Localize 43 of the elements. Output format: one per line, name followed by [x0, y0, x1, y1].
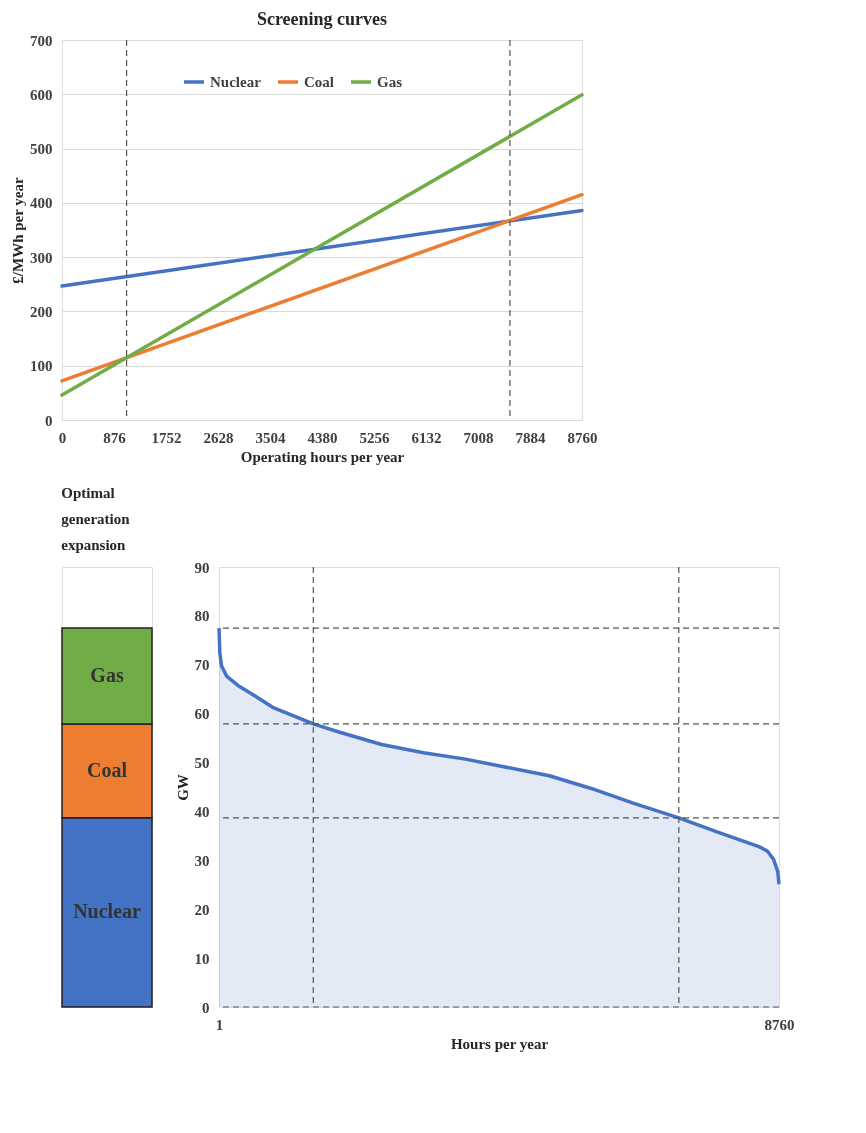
x-tick-label: 7884	[515, 429, 546, 446]
y-tick-label: 70	[194, 657, 210, 674]
x-tick-label: 4380	[307, 429, 338, 446]
legend-label: Coal	[304, 74, 334, 90]
x-tick-label: 8760	[567, 429, 598, 446]
y-tick-label: 10	[194, 950, 210, 967]
legend-label: Gas	[377, 74, 403, 90]
y-tick-label: 30	[194, 852, 210, 869]
series-label: Nuclear	[73, 900, 141, 923]
y-tick-label: 20	[194, 901, 210, 918]
series-label: Gas	[90, 664, 124, 687]
y-tick-label: 600	[30, 86, 53, 103]
x-tick-label: 3504	[255, 429, 286, 446]
y-tick-label: 100	[30, 358, 53, 375]
x-tick-label: 6132	[411, 429, 442, 446]
y-tick-label: 0	[45, 412, 53, 429]
y-tick-label: 60	[194, 706, 210, 723]
legend-label: Nuclear	[210, 74, 262, 90]
y-tick-label: 40	[194, 803, 210, 820]
x-tick-label: 7008	[463, 429, 494, 446]
x-axis-title: Operating hours per year	[240, 448, 405, 465]
y-axis-title: £/MWh per year	[10, 176, 26, 284]
chart-title: Screening curves	[256, 9, 388, 29]
x-tick-label: 1752	[151, 429, 182, 446]
y-tick-label: 90	[194, 559, 210, 576]
y-tick-label: 500	[30, 141, 53, 158]
x-tick-label: 0	[58, 429, 67, 446]
y-tick-label: 400	[30, 195, 53, 212]
y-tick-label: 300	[30, 249, 53, 266]
x-tick-label: 876	[103, 429, 127, 446]
x-tick-label: 1	[215, 1016, 224, 1033]
chart-title: Optimal generation expansion	[61, 485, 131, 553]
y-tick-label: 700	[30, 32, 53, 49]
x-tick-label: 2628	[203, 429, 234, 446]
y-tick-label: 50	[194, 755, 210, 772]
y-tick-label: 80	[194, 608, 210, 625]
y-tick-label: 200	[30, 303, 53, 320]
y-axis-title: GW	[174, 774, 191, 801]
x-tick-label: 5256	[359, 429, 390, 446]
series-label: Coal	[87, 758, 128, 781]
x-tick-label: 8760	[764, 1016, 795, 1033]
x-axis-title: Hours per year	[450, 1035, 549, 1052]
y-tick-label: 0	[202, 999, 210, 1016]
